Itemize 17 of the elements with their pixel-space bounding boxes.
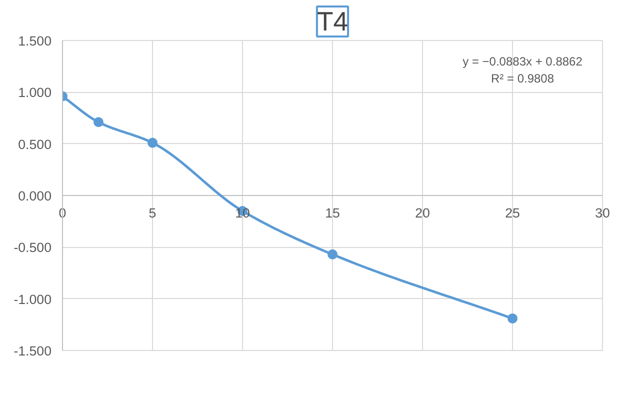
y-tick-label: 0.000 [18,188,52,204]
y-tick-label: -1.500 [14,344,52,358]
point [328,249,338,260]
point [94,117,104,128]
y-tick-label: -1.000 [14,292,52,307]
x-tick-label: 5 [148,206,156,220]
y-tick-label: -0.500 [14,240,52,256]
y-tick-label: 1.500 [18,34,52,48]
point [508,313,518,324]
x-tick-label: 30 [595,206,610,220]
y-tick-label: 0.500 [18,136,52,152]
annotation: y = −0.0883x + 0.8862 R² = 0.9808 [462,54,583,86]
y-tick-label: 1.000 [18,85,52,100]
x-tick-label: 15 [325,206,340,220]
x-tick-label: 20 [415,206,430,220]
x-tick-label: 25 [505,206,520,220]
point [148,138,158,148]
